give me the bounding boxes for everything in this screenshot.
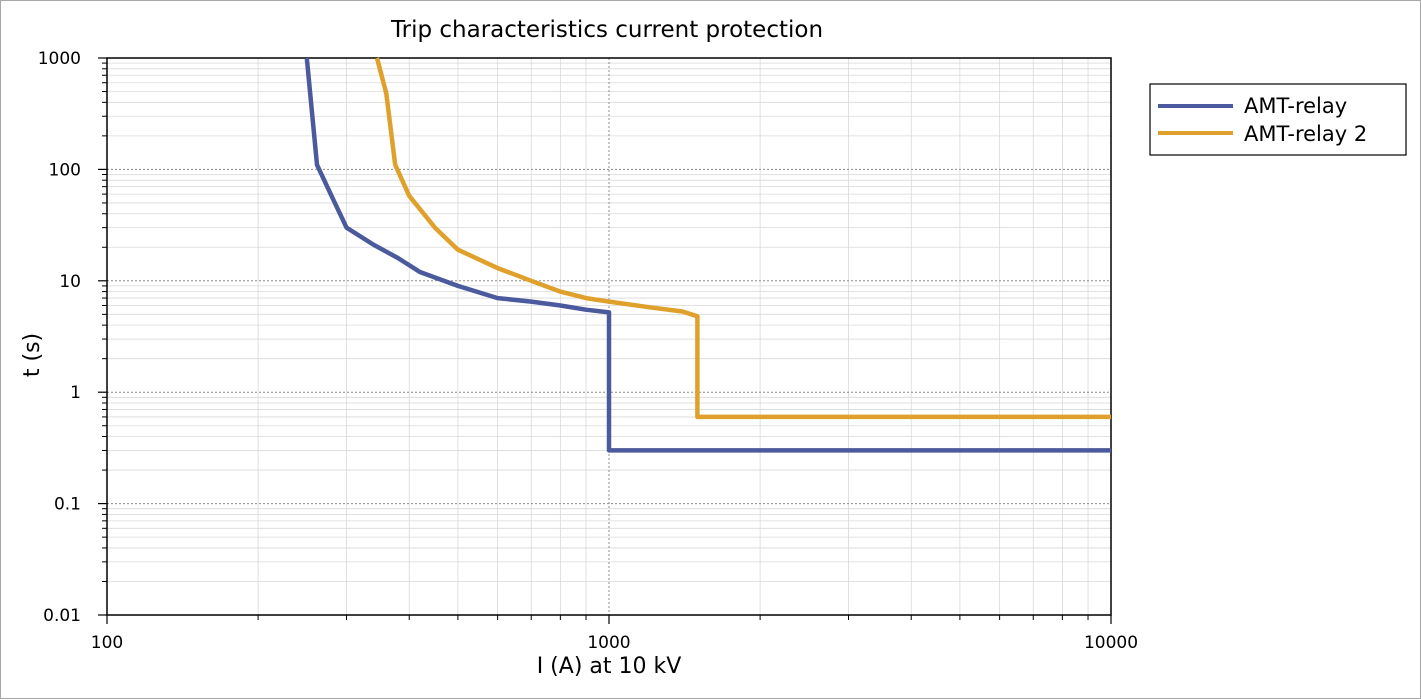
series-line-amt-relay [304,57,1111,453]
y-tick-label: 1000 [38,49,81,69]
x-tick-label: 1000 [587,633,630,653]
series-line-amt-relay-2 [374,57,1111,420]
x-tick-label: 10000 [1084,633,1138,653]
y-tick-label: 0.1 [54,495,81,515]
legend-label-amt-relay-2: AMT-relay 2 [1244,122,1367,146]
legend-box [1149,83,1407,156]
y-tick-label: 100 [49,160,81,180]
legend: AMT-relay AMT-relay 2 [1149,83,1407,156]
series-layer [304,57,1111,453]
y-axis-label: t (s) [20,333,45,377]
x-axis-label: I (A) at 10 kV [537,654,682,679]
legend-label-amt-relay: AMT-relay [1244,94,1347,118]
axis-ticks [98,57,1112,624]
tick-labels: 100 1000 10000 1000 100 10 1 0.1 0.01 [38,49,1138,653]
x-tick-label: 100 [91,633,123,653]
chart-title: Trip characteristics current protection [390,17,823,43]
y-tick-label: 10 [59,272,81,292]
y-tick-label: 1 [70,383,81,403]
y-tick-label: 0.01 [43,606,81,626]
